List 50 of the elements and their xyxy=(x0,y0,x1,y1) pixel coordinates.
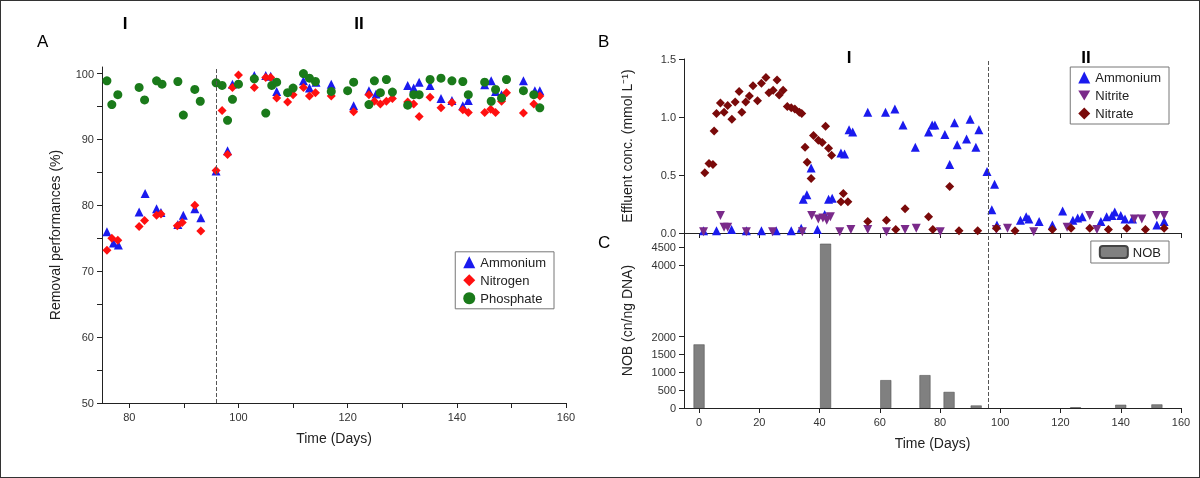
y-axis-title: Removal performances (%) xyxy=(47,149,63,321)
x-tick-label: 80 xyxy=(123,410,136,423)
y-tick-label: 80 xyxy=(81,199,94,212)
y-tick-label: 0.5 xyxy=(660,169,676,181)
y-tick-label: 1500 xyxy=(651,348,676,361)
legend-label: Nitrogen xyxy=(480,272,530,288)
y-tick-label: 70 xyxy=(81,265,94,278)
y-tick-label: 1000 xyxy=(651,366,676,379)
y-tick-label: 1.0 xyxy=(660,111,676,123)
x-tick-label: 40 xyxy=(813,415,826,428)
x-tick-label: 20 xyxy=(753,415,766,428)
y-tick-label: 500 xyxy=(657,384,676,397)
x-tick-label: 100 xyxy=(991,415,1010,428)
annotation: II xyxy=(1081,48,1091,67)
legend-label: Ammonium xyxy=(480,254,547,270)
x-tick-label: 120 xyxy=(338,410,357,423)
legend-label: Nitrite xyxy=(1095,88,1130,103)
y-tick-label: 50 xyxy=(81,397,94,409)
x-tick-label: 100 xyxy=(229,410,248,423)
text: B xyxy=(598,32,610,51)
y-tick-label: 60 xyxy=(81,331,94,344)
y-tick-label: 0.0 xyxy=(660,227,676,239)
text: C xyxy=(598,233,611,252)
x-tick-label: 140 xyxy=(447,410,466,423)
y-tick-label: 4500 xyxy=(651,241,676,254)
x-tick-label: 80 xyxy=(933,415,947,428)
x-tick-label: 0 xyxy=(696,415,703,428)
x-tick-label: 140 xyxy=(1111,415,1130,428)
x-tick-label: 120 xyxy=(1051,415,1070,428)
legend-label: Phosphate xyxy=(480,290,543,306)
text: II xyxy=(354,14,364,33)
y-tick-label: 2000 xyxy=(651,330,676,343)
x-tick-label: 160 xyxy=(1171,415,1191,428)
legend-label: Nitrate xyxy=(1095,106,1134,121)
y-tick-label: 90 xyxy=(81,133,94,146)
y-tick-label: 100 xyxy=(75,67,94,80)
text: A xyxy=(37,32,49,51)
y-axis-title: NOB (cn/ng DNA) xyxy=(619,264,635,377)
legend-label: NOB xyxy=(1132,244,1161,260)
x-tick-label: 160 xyxy=(556,410,576,423)
y-axis-title: Effluent conc. (mmol L⁻¹) xyxy=(619,69,635,223)
y-tick-label: 4000 xyxy=(651,259,676,272)
x-axis-title: Time (Days) xyxy=(296,430,372,446)
text: I xyxy=(122,14,128,33)
legend-label: Ammonium xyxy=(1095,70,1162,85)
x-tick-label: 60 xyxy=(873,415,886,428)
annotation: I xyxy=(846,48,852,67)
y-tick-label: 1.5 xyxy=(660,53,676,65)
x-axis-title: Time (Days) xyxy=(894,435,971,451)
y-tick-label: 0 xyxy=(669,402,676,414)
